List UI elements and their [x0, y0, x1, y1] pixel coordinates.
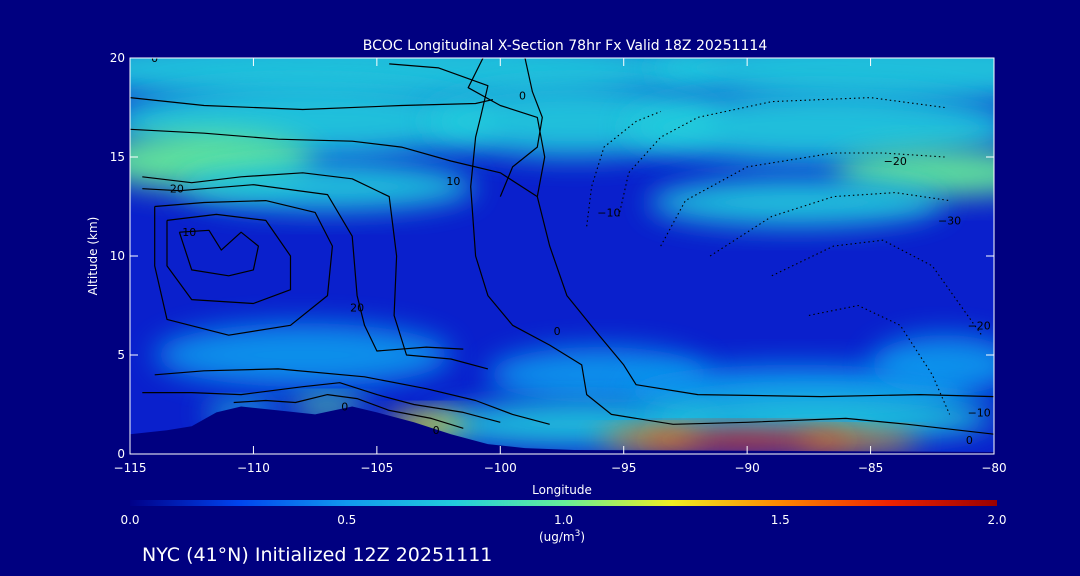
colorbar-tick-label: 2.0	[987, 513, 1006, 527]
field-region	[179, 162, 476, 211]
plot-area: 0 0 20 10 10 20 0 −10 −20 −30 −20 −10 0 0 0	[130, 52, 994, 454]
colorbar	[130, 500, 997, 506]
contour-label: −30	[938, 214, 961, 227]
contour-label: 0	[151, 52, 158, 65]
contour-label: 20	[170, 183, 184, 196]
y-tick-label: 5	[117, 348, 125, 362]
contour-label: 0	[554, 325, 561, 338]
contour-line-negative	[771, 239, 983, 336]
field-region	[648, 178, 945, 227]
contour-label: 10	[446, 175, 460, 188]
field-region	[648, 58, 994, 104]
colorbar-unit-prefix: (ug/m	[539, 530, 575, 544]
y-tick-label: 20	[110, 51, 125, 65]
contour-line	[178, 229, 259, 277]
contour-label: −10	[968, 406, 991, 419]
x-tick-label: −95	[611, 461, 636, 475]
x-tick-label: −100	[484, 461, 517, 475]
contour-line	[142, 172, 489, 370]
contour-label: 20	[350, 301, 364, 314]
contour-lines	[130, 58, 994, 435]
contour-label: −20	[968, 319, 991, 332]
contour-line	[467, 58, 994, 398]
x-tick-label: −85	[858, 461, 883, 475]
field-region	[623, 91, 994, 163]
colorbar-unit: (ug/m3)	[539, 529, 585, 544]
y-tick-label: 10	[110, 249, 125, 263]
contour-label: −20	[884, 155, 907, 168]
footer-caption: NYC (41°N) Initialized 12Z 20251111	[142, 544, 492, 566]
contour-line	[233, 394, 464, 429]
y-axis-ticks: 0 5 10 15 20	[110, 51, 994, 461]
x-tick-label: −115	[114, 461, 147, 475]
colorbar-tick-label: 1.0	[554, 513, 573, 527]
colorbar-tick-label: 0.0	[120, 513, 139, 527]
x-axis-label: Longitude	[532, 483, 592, 497]
y-tick-label: 15	[110, 150, 125, 164]
contour-line	[389, 63, 994, 435]
contour-label: 0	[341, 400, 348, 413]
x-tick-label: −110	[237, 461, 270, 475]
field-region	[648, 396, 994, 441]
x-tick-label: −90	[734, 461, 759, 475]
field-region	[796, 431, 920, 450]
y-tick-label: 0	[117, 447, 125, 461]
contour-line	[142, 184, 464, 352]
contour-label: 0	[433, 424, 440, 437]
field-region	[599, 429, 698, 448]
contour-line	[166, 213, 292, 305]
x-tick-label: −105	[360, 461, 393, 475]
field-region	[870, 335, 994, 395]
contour-label: 10	[182, 226, 196, 239]
contour-label: −10	[597, 206, 620, 219]
contour-line	[499, 58, 543, 197]
contour-line	[154, 368, 550, 425]
contour-line-negative	[586, 110, 661, 227]
colorbar-tick-label: 1.5	[771, 513, 790, 527]
contour-line	[142, 382, 501, 423]
contour-line	[130, 128, 538, 198]
field-region	[154, 323, 451, 387]
contour-line	[154, 200, 333, 336]
chart-title: BCOC Longitudinal X-Section 78hr Fx Vali…	[363, 38, 768, 54]
colorbar-ticks: 0.0 0.5 1.0 1.5 2.0	[120, 513, 1006, 527]
colorbar-unit-suffix: )	[580, 530, 585, 544]
contour-labels: 0 0 20 10 10 20 0 −10 −20 −30 −20 −10 0 0 0	[151, 52, 991, 447]
contour-label: 0	[966, 434, 973, 447]
y-axis-label: Altitude (km)	[86, 217, 100, 296]
contour-line	[130, 97, 494, 111]
concentration-field	[130, 58, 994, 452]
x-axis-ticks: −115 −110 −105 −100 −95 −90 −85 −80	[114, 58, 1007, 475]
colorbar-tick-label: 0.5	[337, 513, 356, 527]
x-tick-label: −80	[981, 461, 1006, 475]
terrain-mask	[130, 406, 994, 454]
colorbar-unit-superscript: 3	[575, 529, 581, 539]
contour-label: 0	[519, 90, 526, 103]
